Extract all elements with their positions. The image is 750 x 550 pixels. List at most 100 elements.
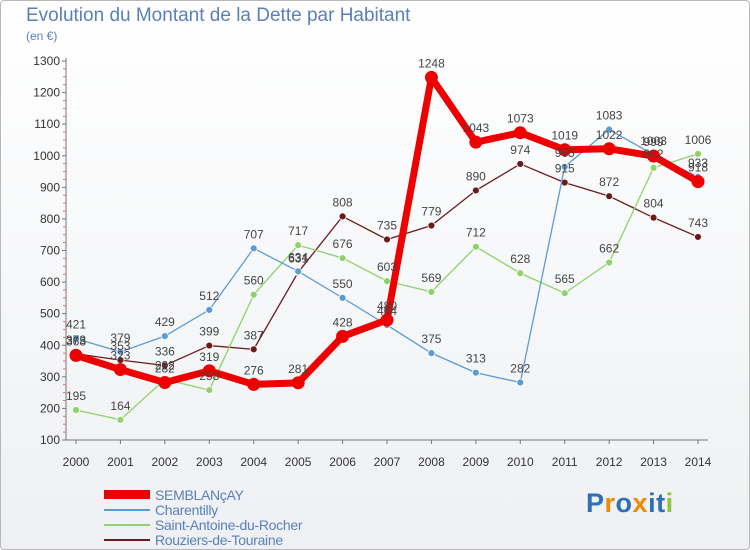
data-label: 974 xyxy=(510,143,530,157)
data-label: 676 xyxy=(333,237,353,251)
data-label: 712 xyxy=(466,226,486,240)
data-label: 464 xyxy=(377,304,397,318)
data-label: 399 xyxy=(199,325,219,339)
data-point xyxy=(471,242,480,251)
data-point xyxy=(202,364,216,378)
x-tick-label: 2003 xyxy=(196,455,223,469)
data-point xyxy=(291,376,305,390)
y-tick-label: 700 xyxy=(40,244,60,258)
data-point xyxy=(469,135,483,149)
data-label: 735 xyxy=(377,218,397,232)
data-label: 999 xyxy=(644,135,664,149)
x-tick-label: 2011 xyxy=(552,455,578,469)
data-point xyxy=(336,329,350,343)
data-point xyxy=(560,162,569,171)
data-point xyxy=(605,125,614,134)
data-label: 323 xyxy=(110,349,130,363)
data-label: 631 xyxy=(288,251,308,265)
data-point xyxy=(294,241,303,250)
data-label: 1003 xyxy=(640,134,667,148)
data-label: 808 xyxy=(333,195,353,209)
data-point xyxy=(249,244,258,253)
data-label: 353 xyxy=(110,339,130,353)
data-point xyxy=(294,267,303,276)
data-label: 779 xyxy=(421,205,441,219)
x-tick-label: 2004 xyxy=(240,455,267,469)
legend-item: Rouziers-de-Touraine xyxy=(104,532,283,548)
data-label: 603 xyxy=(377,260,397,274)
data-label: 1073 xyxy=(507,112,534,126)
data-point xyxy=(338,293,347,302)
data-point xyxy=(383,235,391,244)
data-label: 421 xyxy=(66,318,86,332)
x-tick-label: 2007 xyxy=(374,455,401,469)
x-tick-label: 2006 xyxy=(329,455,356,469)
data-label: 336 xyxy=(155,344,175,358)
data-label: 965 xyxy=(555,146,575,160)
y-tick-label: 600 xyxy=(40,275,60,289)
data-point xyxy=(516,378,525,387)
data-label: 569 xyxy=(421,271,441,285)
data-label: 743 xyxy=(688,216,708,230)
y-tick-label: 400 xyxy=(40,338,60,352)
data-point xyxy=(694,233,702,241)
data-label: 662 xyxy=(599,242,619,256)
data-label: 1083 xyxy=(596,109,623,123)
data-point xyxy=(516,160,525,168)
y-tick-label: 900 xyxy=(40,180,60,194)
x-tick-label: 2005 xyxy=(285,455,312,469)
data-point xyxy=(424,70,438,84)
data-label: 373 xyxy=(66,333,86,347)
legend-item: Charentilly xyxy=(104,502,218,518)
data-point xyxy=(249,290,258,299)
data-point xyxy=(113,363,127,377)
x-tick-label: 2008 xyxy=(418,455,445,469)
data-label: 628 xyxy=(510,252,530,266)
data-label: 387 xyxy=(244,328,264,342)
data-label: 1043 xyxy=(463,121,490,135)
data-label: 258 xyxy=(199,369,219,383)
data-label: 804 xyxy=(644,197,664,211)
data-label: 282 xyxy=(510,362,530,376)
legend-item: SEMBLANçAY xyxy=(104,486,244,503)
data-point xyxy=(247,377,261,391)
legend-swatch xyxy=(104,523,150,526)
data-point xyxy=(205,341,214,350)
data-label: 368 xyxy=(66,334,86,348)
data-label: 915 xyxy=(555,162,575,176)
data-label: 282 xyxy=(155,362,175,376)
data-point xyxy=(605,192,614,201)
data-label: 717 xyxy=(288,224,308,238)
data-point xyxy=(694,149,702,158)
data-point xyxy=(205,305,214,314)
x-tick-label: 2013 xyxy=(640,455,667,469)
legend-label: SEMBLANçAY xyxy=(155,486,244,503)
data-label: 890 xyxy=(466,169,486,183)
legend-swatch xyxy=(104,508,150,511)
data-label: 560 xyxy=(244,274,264,288)
y-tick-label: 1100 xyxy=(34,117,60,131)
x-tick-label: 2010 xyxy=(507,455,534,469)
legend-swatch xyxy=(104,490,150,499)
data-label: 319 xyxy=(199,350,219,364)
y-tick-label: 200 xyxy=(40,401,60,415)
data-point xyxy=(427,221,436,230)
data-point xyxy=(116,415,125,424)
data-label: 1248 xyxy=(418,56,445,70)
data-point xyxy=(72,334,80,343)
data-point xyxy=(471,368,480,377)
data-point xyxy=(380,313,394,327)
data-label: 313 xyxy=(466,352,486,366)
data-point xyxy=(427,287,436,296)
data-point xyxy=(602,142,616,156)
series-semblan-ay xyxy=(69,70,705,391)
data-label: 962 xyxy=(644,147,664,161)
data-point xyxy=(249,345,258,354)
x-tick-label: 2001 xyxy=(107,455,134,469)
data-point xyxy=(691,175,705,189)
data-point xyxy=(205,386,214,394)
data-label: 512 xyxy=(199,289,219,303)
data-point xyxy=(558,143,572,157)
data-point xyxy=(649,163,658,172)
